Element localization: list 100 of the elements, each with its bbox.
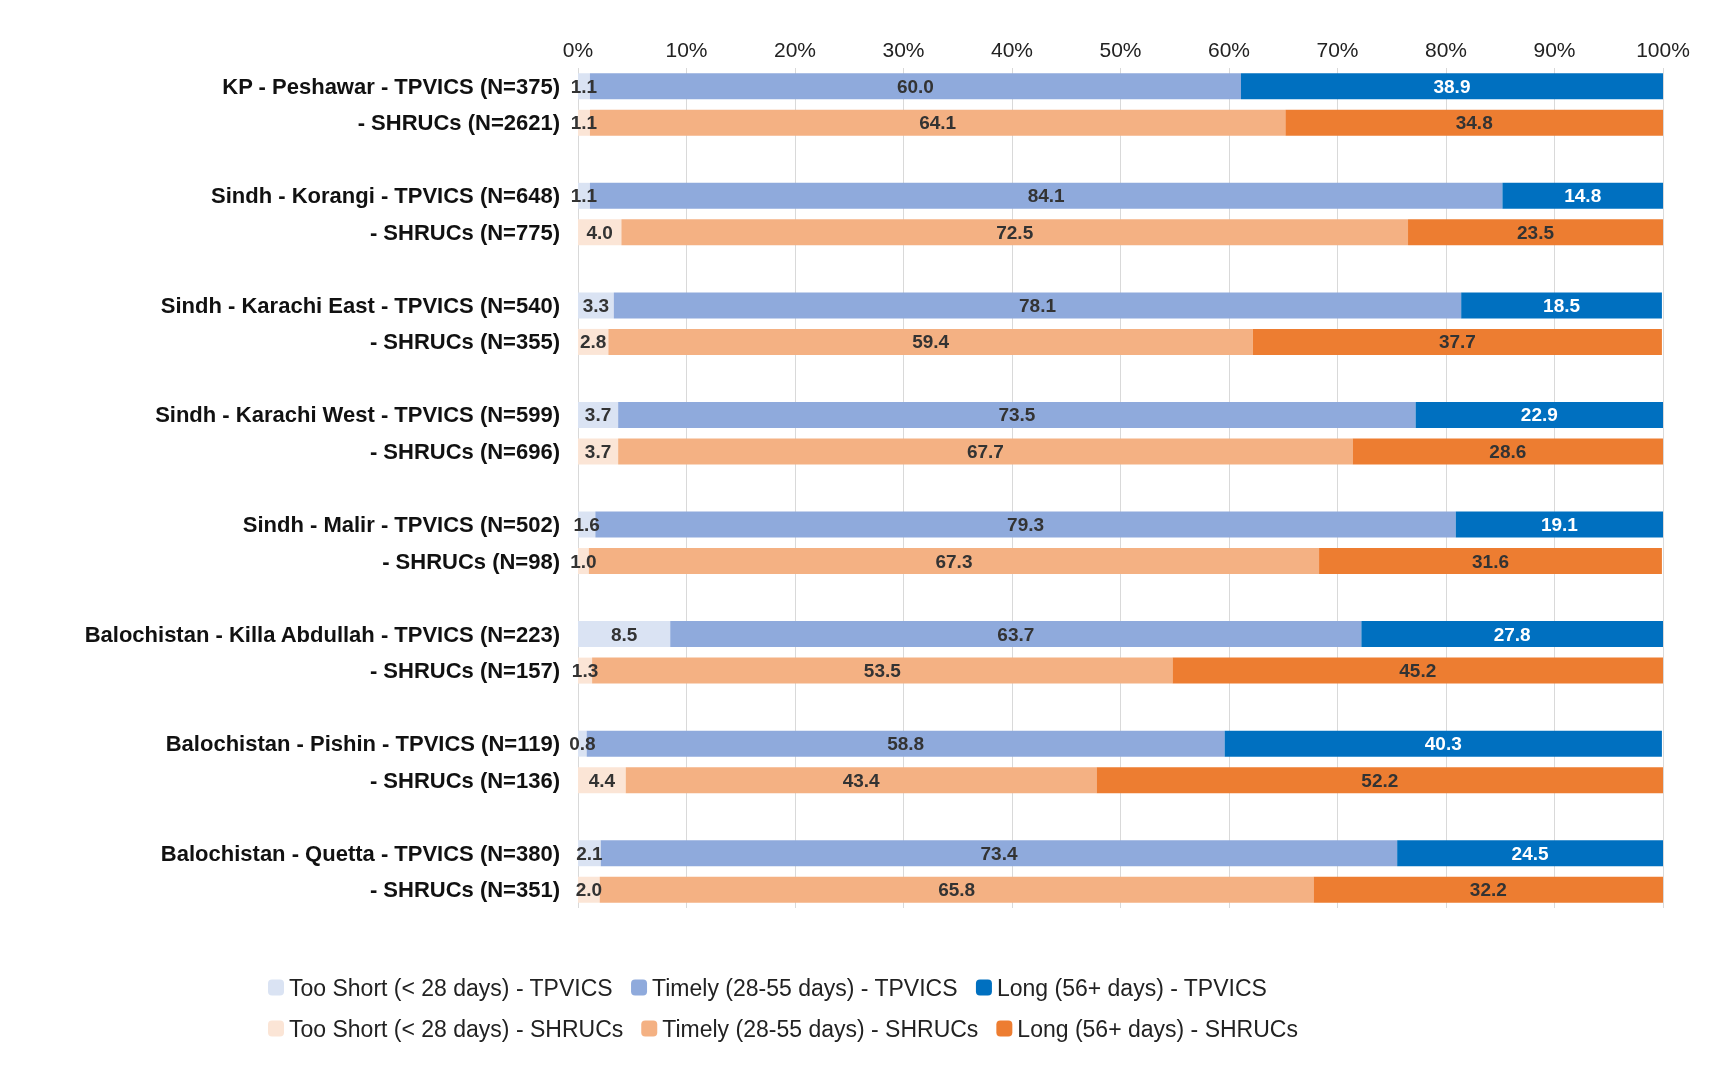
data-label: 65.8 bbox=[938, 879, 976, 901]
data-label: 1.6 bbox=[573, 514, 600, 536]
data-label: 24.5 bbox=[1511, 842, 1550, 864]
y-tick-label: - SHRUCs (N=775) bbox=[369, 219, 560, 245]
data-label: 4.0 bbox=[586, 221, 613, 243]
y-tick-label: - SHRUCs (N=355) bbox=[369, 329, 560, 355]
bar bbox=[1224, 730, 1662, 757]
bar bbox=[625, 767, 1097, 794]
y-tick-label: Sindh - Karachi West - TPVICS (N=599) bbox=[155, 402, 560, 428]
data-label: 28.6 bbox=[1489, 440, 1527, 462]
bar bbox=[1361, 621, 1663, 648]
data-label: 73.4 bbox=[980, 842, 1018, 864]
x-tick-label: 20% bbox=[773, 38, 817, 61]
data-label: 18.5 bbox=[1543, 294, 1581, 316]
y-tick-label: Sindh - Malir - TPVICS (N=502) bbox=[242, 512, 560, 538]
legend-label: Timely (28-55 days) - SHRUCs bbox=[662, 1015, 979, 1042]
data-label: 31.6 bbox=[1471, 550, 1509, 572]
x-tick-label: 30% bbox=[882, 38, 925, 61]
y-tick-label: - SHRUCs (N=98) bbox=[382, 548, 560, 574]
data-label: 22.9 bbox=[1520, 404, 1558, 426]
x-tick-label: 80% bbox=[1424, 38, 1468, 61]
data-label: 84.1 bbox=[1027, 185, 1066, 207]
bar bbox=[1096, 767, 1663, 794]
data-label: 1.1 bbox=[570, 75, 598, 97]
legend-label: Too Short (< 28 days) - SHRUCs bbox=[289, 1015, 624, 1042]
data-label: 73.5 bbox=[998, 404, 1036, 426]
bar bbox=[1313, 876, 1663, 903]
y-tick-label: - SHRUCs (N=2621) bbox=[357, 110, 560, 136]
data-label: 1.1 bbox=[570, 185, 598, 207]
x-tick-label: 100% bbox=[1636, 38, 1690, 61]
x-tick-label: 90% bbox=[1533, 38, 1576, 61]
bar bbox=[613, 292, 1462, 319]
y-tick-label: - SHRUCs (N=136) bbox=[369, 767, 560, 793]
y-tick-label: Balochistan - Pishin - TPVICS (N=119) bbox=[165, 731, 560, 757]
bar bbox=[1252, 328, 1662, 355]
x-tick-label: 0% bbox=[562, 38, 594, 61]
bar bbox=[1172, 657, 1663, 684]
bar bbox=[621, 219, 1409, 246]
legend-label: Long (56+ days) - TPVICS bbox=[996, 974, 1267, 1001]
data-label: 40.3 bbox=[1424, 733, 1462, 755]
y-tick-label: Sindh - Korangi - TPVICS (N=648) bbox=[211, 183, 560, 209]
data-label: 52.2 bbox=[1361, 769, 1399, 791]
data-label: 67.7 bbox=[966, 440, 1004, 462]
data-label: 58.8 bbox=[887, 733, 925, 755]
data-label: 64.1 bbox=[919, 112, 957, 134]
data-label: 0.8 bbox=[569, 733, 596, 755]
bar bbox=[1455, 511, 1663, 538]
data-label: 34.8 bbox=[1455, 112, 1493, 134]
data-label: 59.4 bbox=[912, 331, 950, 353]
bar bbox=[618, 401, 1416, 428]
data-label: 8.5 bbox=[610, 623, 638, 645]
y-tick-label: - SHRUCs (N=351) bbox=[369, 877, 560, 903]
bar bbox=[1408, 219, 1663, 246]
data-label: 2.0 bbox=[575, 879, 603, 901]
data-label: 43.4 bbox=[842, 769, 881, 791]
data-label: 79.3 bbox=[1007, 514, 1045, 536]
data-label: 23.5 bbox=[1517, 221, 1555, 243]
data-label: 2.8 bbox=[579, 331, 607, 353]
y-tick-label: Balochistan - Quetta - TPVICS (N=380) bbox=[160, 840, 560, 866]
bar bbox=[1415, 401, 1663, 428]
data-label: 78.1 bbox=[1019, 294, 1057, 316]
data-label: 1.3 bbox=[571, 660, 599, 682]
bar bbox=[578, 621, 671, 648]
data-label: 53.5 bbox=[863, 660, 902, 682]
y-tick-label: - SHRUCs (N=696) bbox=[369, 438, 560, 464]
bar bbox=[1285, 109, 1663, 136]
data-label: 3.7 bbox=[584, 440, 612, 462]
data-label: 3.7 bbox=[584, 404, 612, 426]
bar bbox=[670, 621, 1362, 648]
data-label: 37.7 bbox=[1438, 331, 1476, 353]
data-label: 45.2 bbox=[1399, 660, 1437, 682]
legend-label: Timely (28-55 days) - TPVICS bbox=[652, 974, 958, 1001]
data-label: 63.7 bbox=[997, 623, 1035, 645]
bar bbox=[618, 438, 1353, 465]
data-label: 3.3 bbox=[582, 294, 610, 316]
y-tick-label: Sindh - Karachi East - TPVICS (N=540) bbox=[160, 292, 560, 318]
legend-label: Too Short (< 28 days) - TPVICS bbox=[289, 974, 613, 1001]
data-label: 2.1 bbox=[576, 842, 604, 864]
x-tick-label: 50% bbox=[1099, 38, 1142, 61]
data-label: 67.3 bbox=[935, 550, 973, 572]
data-label: 60.0 bbox=[896, 75, 934, 97]
x-tick-label: 60% bbox=[1207, 38, 1251, 61]
bar bbox=[1461, 292, 1662, 319]
y-tick-label: KP - Peshawar - TPVICS (N=375) bbox=[222, 73, 560, 99]
y-tick-label: Balochistan - Killa Abdullah - TPVICS (N=223) bbox=[84, 621, 560, 647]
bar bbox=[608, 328, 1253, 355]
bar bbox=[1352, 438, 1663, 465]
data-label: 72.5 bbox=[996, 221, 1034, 243]
data-label: 1.0 bbox=[570, 550, 597, 572]
data-label: 4.4 bbox=[588, 769, 616, 791]
x-tick-label: 40% bbox=[990, 38, 1034, 61]
y-tick-label: - SHRUCs (N=157) bbox=[369, 658, 560, 684]
x-tick-label: 10% bbox=[665, 38, 708, 61]
bar bbox=[1502, 182, 1663, 209]
bar bbox=[1319, 548, 1662, 575]
data-label: 1.1 bbox=[570, 112, 598, 134]
bar bbox=[1397, 840, 1663, 867]
data-label: 14.8 bbox=[1564, 185, 1602, 207]
bar bbox=[600, 840, 1398, 867]
data-label: 38.9 bbox=[1433, 75, 1471, 97]
